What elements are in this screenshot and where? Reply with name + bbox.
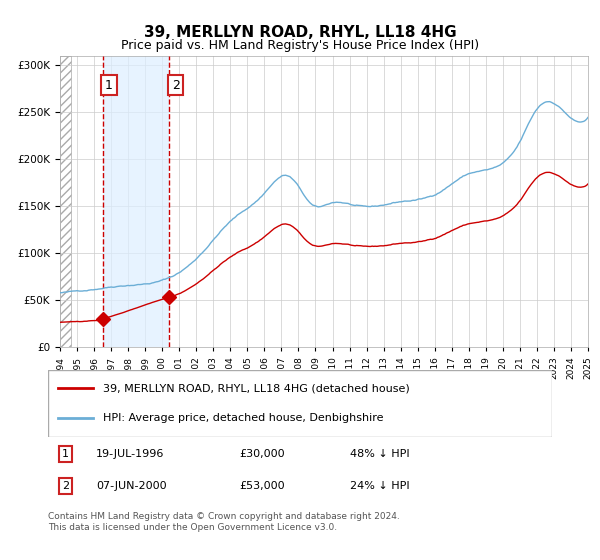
Bar <box>103 56 169 347</box>
Text: £53,000: £53,000 <box>239 481 285 491</box>
Text: 1: 1 <box>62 449 69 459</box>
Text: 1: 1 <box>105 78 113 92</box>
Text: 19-JUL-1996: 19-JUL-1996 <box>96 449 164 459</box>
Bar <box>588 56 589 347</box>
Text: 2: 2 <box>172 78 179 92</box>
Text: 39, MERLLYN ROAD, RHYL, LL18 4HG: 39, MERLLYN ROAD, RHYL, LL18 4HG <box>143 25 457 40</box>
Text: 07-JUN-2000: 07-JUN-2000 <box>96 481 167 491</box>
Text: 39, MERLLYN ROAD, RHYL, LL18 4HG (detached house): 39, MERLLYN ROAD, RHYL, LL18 4HG (detach… <box>103 384 410 394</box>
Text: 24% ↓ HPI: 24% ↓ HPI <box>350 481 410 491</box>
Bar <box>60 56 71 347</box>
FancyBboxPatch shape <box>48 370 552 437</box>
Text: 2: 2 <box>62 481 69 491</box>
Text: HPI: Average price, detached house, Denbighshire: HPI: Average price, detached house, Denb… <box>103 413 384 423</box>
Text: 48% ↓ HPI: 48% ↓ HPI <box>350 449 410 459</box>
Text: Price paid vs. HM Land Registry's House Price Index (HPI): Price paid vs. HM Land Registry's House … <box>121 39 479 52</box>
Text: Contains HM Land Registry data © Crown copyright and database right 2024.
This d: Contains HM Land Registry data © Crown c… <box>48 512 400 532</box>
Text: £30,000: £30,000 <box>239 449 285 459</box>
